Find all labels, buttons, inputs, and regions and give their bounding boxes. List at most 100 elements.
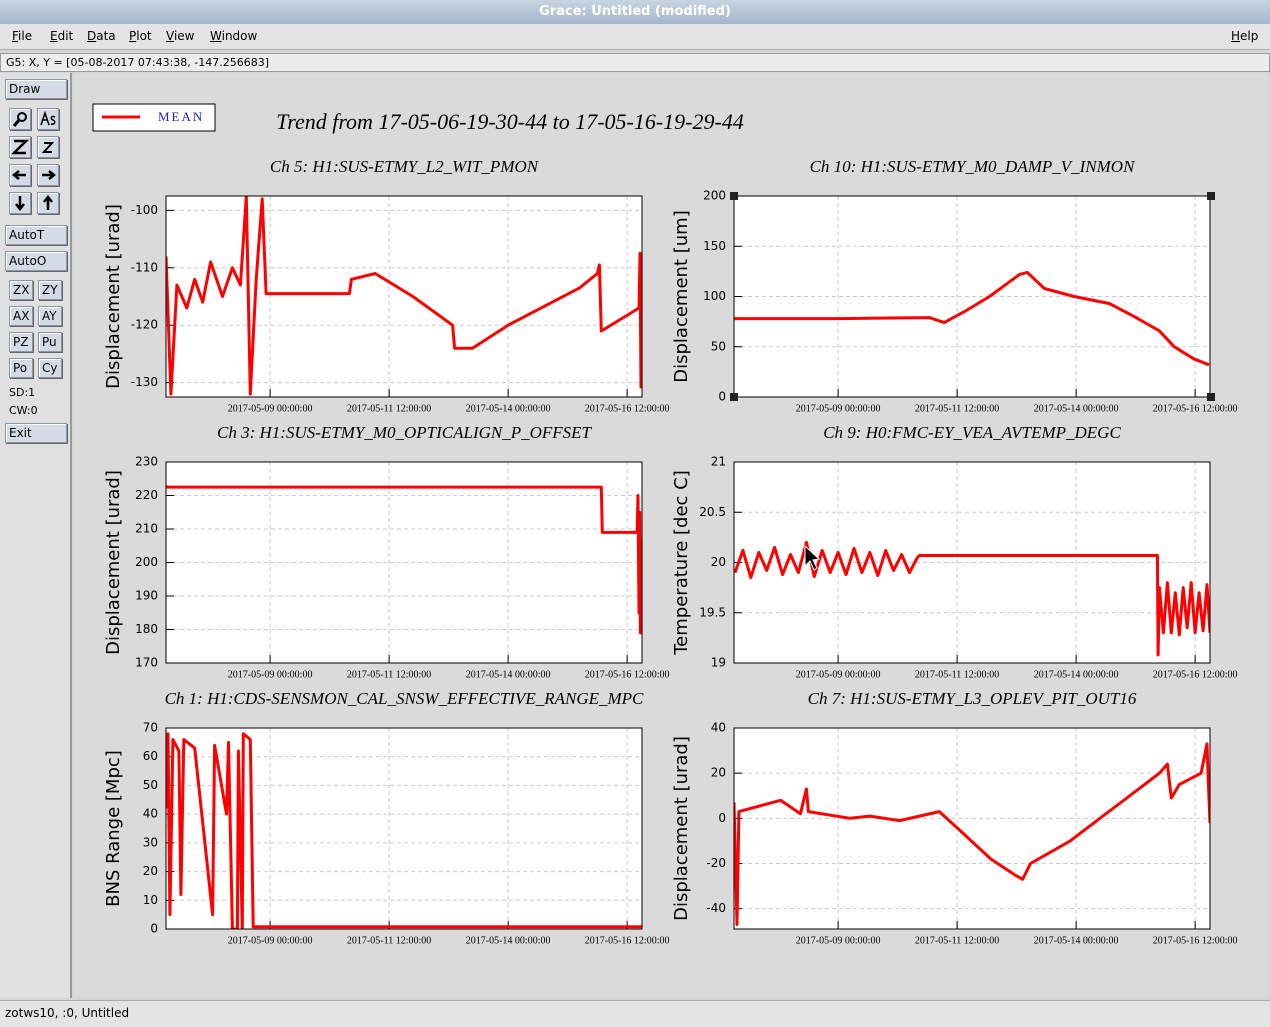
y-tick-label: 230 [135,455,158,469]
scroll-up[interactable] [37,192,59,214]
chart-title: Ch 9: H0:FMC-EY_VEA_AVTEMP_DEGC [823,423,1121,442]
chart-title: Ch 1: H1:CDS-SENSMON_CAL_SNSW_EFFECTIVE_… [165,689,644,708]
x-tick-label: 2017-05-16 12:00:00 [1153,935,1238,946]
tool-button[interactable]: Cy [38,358,62,378]
menu-item[interactable]: File [12,29,33,43]
x-tick-label: 2017-05-14 00:00:00 [1034,669,1119,680]
tool-button[interactable]: Po [9,358,33,378]
y-tick-label: -100 [131,203,158,217]
selection-handles [730,192,1215,401]
tool-button[interactable]: AY [38,306,62,326]
y-tick-label: 10 [143,893,158,907]
chart-title: Ch 3: H1:SUS-ETMY_M0_OPTICALIGN_P_OFFSET [217,423,593,442]
x-tick-label: 2017-05-14 00:00:00 [466,403,551,414]
y-axis-label: Displacement [urad] [103,470,124,655]
x-tick-label: 2017-05-09 00:00:00 [796,669,881,680]
y-tick-label: 190 [135,589,158,603]
chart-title: Ch 10: H1:SUS-ETMY_M0_DAMP_V_INMON [810,157,1137,176]
y-tick-label: 50 [711,339,726,353]
y-tick-label: 210 [135,522,158,536]
menu-item[interactable]: Plot [129,29,152,43]
x-tick-label: 2017-05-14 00:00:00 [466,669,551,680]
y-tick-label: 20 [143,864,158,878]
info-text: SD:1 [9,386,36,399]
tool-button[interactable]: Pu [38,332,62,352]
tool-button[interactable]: AX [9,306,33,326]
scroll-right[interactable] [37,164,59,186]
menu-item[interactable]: Window [210,29,258,43]
status-bar: zotws10, :0, Untitled [0,1000,1270,1027]
y-tick-label: 19 [711,656,726,670]
page-title: Trend from 17-05-06-19-30-44 to 17-05-16… [276,109,744,134]
y-tick-label: 70 [143,721,158,735]
y-tick-label: 180 [135,622,158,636]
y-tick-label: 40 [711,721,726,735]
plot-frame [165,461,643,664]
autoscale-button[interactable] [9,136,31,158]
x-tick-label: 2017-05-11 12:00:00 [915,669,999,680]
data-line [166,732,642,929]
x-tick-label: 2017-05-16 12:00:00 [1153,669,1238,680]
locator-bar: G5: X, Y = [05-08-2017 07:43:38, -147.25… [0,53,1270,72]
y-tick-label: 40 [143,807,158,821]
handle [730,393,738,401]
chart-title: Ch 7: H1:SUS-ETMY_L3_OPLEV_PIT_OUT16 [808,689,1137,708]
data-line [734,270,1210,367]
plot-frame [733,195,1211,398]
menu-item[interactable]: View [166,29,195,43]
y-tick-label: 170 [135,656,158,670]
y-tick-label: 0 [718,390,726,404]
y-axis-label: BNS Range [Mpc] [103,750,124,907]
x-tick-label: 2017-05-16 12:00:00 [585,669,670,680]
text-button[interactable] [37,108,59,130]
scroll-left[interactable] [9,164,31,186]
auto-button[interactable]: AutoT [5,225,67,245]
x-tick-label: 2017-05-14 00:00:00 [466,935,551,946]
icon [12,112,27,127]
y-tick-label: 0 [150,922,158,936]
y-tick-label: 20 [711,766,726,780]
data-line [734,540,1210,657]
autoscale-button[interactable] [37,136,59,158]
y-tick-label: 220 [135,488,158,502]
y-tick-label: 20 [711,555,726,569]
icon [11,170,26,180]
x-tick-label: 2017-05-09 00:00:00 [796,403,881,414]
auto-button[interactable]: AutoO [5,251,67,271]
handle [730,192,738,200]
plot-area [166,196,642,397]
y-tick-label: 0 [718,811,726,825]
x-tick-label: 2017-05-09 00:00:00 [228,669,313,680]
tool-button[interactable]: ZY [38,280,62,300]
menu-bar: File Edit Data Plot View Window Help [0,24,1270,50]
chart-title: Ch 5: H1:SUS-ETMY_L2_WIT_PMON [270,157,540,176]
plot-area [166,728,642,929]
draw-button[interactable]: Draw [5,79,67,99]
y-tick-label: 100 [703,289,726,303]
icon [15,196,25,212]
menu-item[interactable]: Data [87,29,116,43]
x-tick-label: 2017-05-14 00:00:00 [1034,403,1119,414]
x-tick-label: 2017-05-14 00:00:00 [1034,935,1119,946]
info-text: CW:0 [9,404,38,417]
icon [43,194,53,210]
exit-button[interactable]: Exit [5,423,67,443]
plot-frame [733,727,1211,930]
y-tick-label: 60 [143,749,158,763]
menu-item[interactable]: Edit [50,29,74,43]
tool-button[interactable]: ZX [9,280,33,300]
y-tick-label: 21 [711,455,726,469]
plot-area [734,728,1210,929]
y-tick-label: -20 [706,856,726,870]
y-tick-label: -120 [131,318,158,332]
menu-item[interactable]: Help [1231,29,1259,43]
zoom-button[interactable] [9,108,31,130]
plot-frame [165,195,643,398]
y-axis-label: Temperature [dec C] [671,470,692,655]
scroll-down[interactable] [9,192,31,214]
y-axis-label: Displacement [urad] [671,736,692,921]
x-tick-label: 2017-05-09 00:00:00 [228,403,313,414]
tool-panel: Draw AutoT AutoO ZX ZY AX AY PZ Pu Po Cy… [0,73,72,998]
tool-button[interactable]: PZ [9,332,33,352]
